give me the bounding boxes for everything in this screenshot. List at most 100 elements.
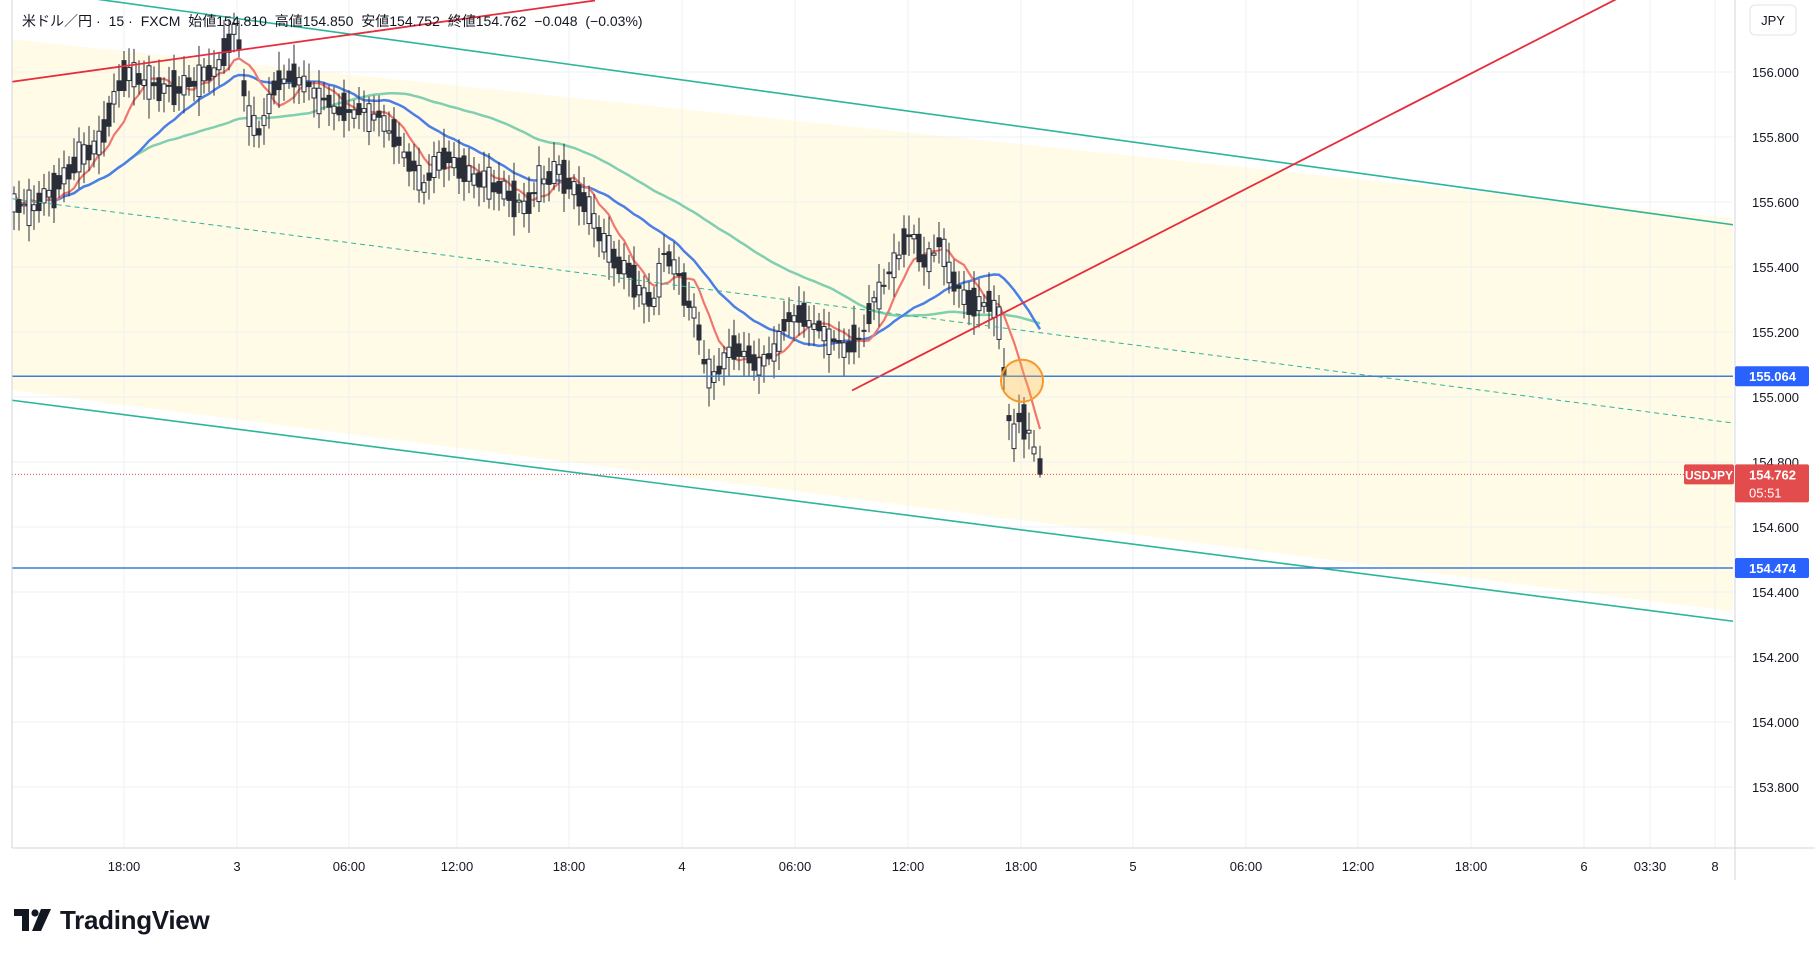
- candle-body: [686, 300, 692, 308]
- candle-body: [26, 189, 32, 227]
- y-tick-label: 154.600: [1752, 520, 1799, 535]
- y-tick-label: 154.000: [1752, 715, 1799, 730]
- candle-body: [966, 290, 972, 315]
- candle-body: [726, 346, 732, 358]
- last-price-value: 154.762: [1749, 467, 1796, 482]
- high-value: 154.850: [302, 13, 354, 29]
- candle-body: [976, 296, 982, 312]
- candle-body: [651, 297, 657, 308]
- candle-body: [856, 337, 862, 340]
- candle-body: [831, 338, 837, 343]
- candle-body: [251, 115, 257, 136]
- candle-body: [326, 94, 332, 108]
- candle-body: [176, 86, 182, 94]
- candle-body: [736, 343, 742, 357]
- x-tick-label: 12:00: [892, 859, 925, 874]
- change-value: −0.048: [534, 13, 578, 29]
- candle-body: [576, 184, 582, 207]
- candle-body: [701, 359, 707, 365]
- x-tick-label: 12:00: [1342, 859, 1375, 874]
- candle-body: [816, 320, 822, 332]
- candle-body: [231, 23, 237, 35]
- x-tick-label: 18:00: [108, 859, 141, 874]
- candle-body: [186, 77, 192, 87]
- tradingview-logo[interactable]: TradingView: [14, 905, 210, 935]
- last-price-countdown: 05:51: [1749, 485, 1782, 500]
- candle-body: [491, 182, 497, 193]
- y-tick-label: 156.000: [1752, 65, 1799, 80]
- trend-line-support: [851, 0, 1617, 392]
- price-axis-label-text: 154.474: [1749, 561, 1797, 576]
- candle-body: [561, 159, 567, 194]
- candle-body: [11, 193, 17, 213]
- candle-body: [596, 227, 602, 242]
- candle-body: [746, 345, 752, 364]
- candle-body: [996, 306, 1002, 340]
- candle-body: [196, 64, 202, 98]
- candle-body: [551, 161, 557, 184]
- candle-body: [376, 110, 382, 118]
- candle-body: [711, 371, 717, 383]
- candle-body: [911, 234, 917, 240]
- candle-body: [696, 324, 702, 341]
- candle-body: [946, 261, 952, 284]
- open-label: 始値: [188, 13, 217, 29]
- candle-body: [121, 60, 127, 91]
- y-tick-label: 155.200: [1752, 325, 1799, 340]
- symbol-description: 米ドル／円: [22, 13, 92, 29]
- candle-body: [486, 166, 492, 200]
- y-tick-label: 155.600: [1752, 195, 1799, 210]
- candle-body: [431, 156, 437, 178]
- y-tick-label: 155.800: [1752, 130, 1799, 145]
- candle-body: [16, 199, 22, 213]
- candle-body: [841, 342, 847, 358]
- candle-body: [591, 213, 597, 229]
- candle-body: [1037, 458, 1043, 475]
- candle-body: [271, 80, 277, 96]
- candle-body: [461, 155, 467, 183]
- candle-body: [531, 192, 537, 195]
- channel-lower-line: [11, 399, 1734, 623]
- candle-body: [866, 303, 872, 325]
- candle-body: [421, 182, 427, 193]
- candle-body: [446, 151, 452, 164]
- y-tick-label: 155.400: [1752, 260, 1799, 275]
- x-tick-label: 12:00: [441, 859, 474, 874]
- highlight-circle: [1000, 358, 1044, 403]
- candle-body: [801, 302, 807, 327]
- candle-body: [281, 78, 287, 84]
- candle-body: [666, 251, 672, 267]
- x-tick-label: 3: [233, 859, 240, 874]
- candle-body: [386, 130, 392, 134]
- x-tick-label: 06:00: [333, 859, 366, 874]
- price-axis-label: [1735, 557, 1809, 578]
- candle-body: [156, 77, 162, 102]
- candle-body: [751, 354, 757, 371]
- candle-body: [626, 262, 632, 278]
- x-tick-label: 6: [1580, 859, 1587, 874]
- candle-body: [956, 285, 962, 289]
- candle-body: [586, 196, 592, 225]
- y-tick-label: 153.800: [1752, 780, 1799, 795]
- candle-body: [806, 320, 812, 328]
- currency-button[interactable]: [1749, 4, 1797, 36]
- candle-body: [781, 319, 787, 332]
- x-tick-label: 8: [1711, 859, 1718, 874]
- candle-body: [846, 341, 852, 353]
- candle-body: [406, 151, 412, 172]
- candle-body: [791, 315, 797, 323]
- candle-body: [146, 65, 152, 100]
- candle-body: [81, 144, 87, 165]
- candle-body: [906, 234, 912, 238]
- price-axis-label-text: 155.064: [1749, 369, 1797, 384]
- candle-body: [351, 109, 357, 119]
- candle-body: [1031, 446, 1037, 455]
- candle-body: [901, 228, 907, 255]
- candle-body: [96, 130, 102, 156]
- candle-body: [796, 305, 802, 323]
- candle-body: [971, 287, 977, 317]
- candle-body: [336, 106, 342, 116]
- candle-body: [721, 352, 727, 370]
